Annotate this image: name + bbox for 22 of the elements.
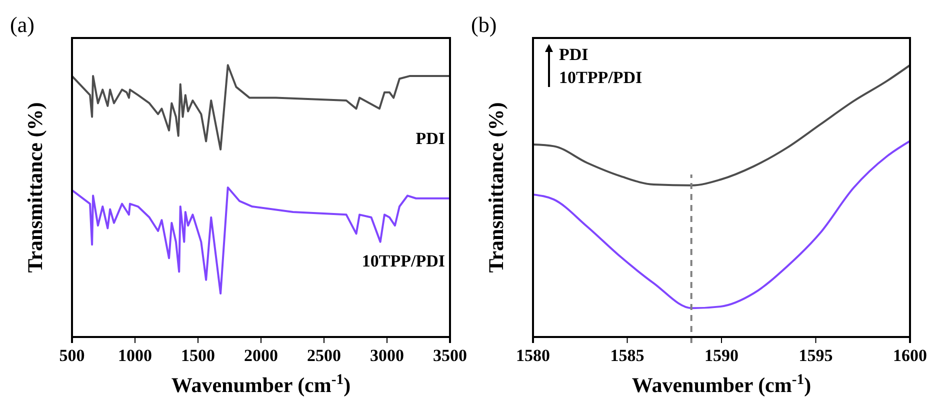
annotation: 10TPP/PDI <box>559 68 642 87</box>
x-tick-label: 3500 <box>433 346 467 366</box>
x-tick-label: 1590 <box>704 346 738 366</box>
series-label: 10TPP/PDI <box>362 251 446 270</box>
x-tick-label: 500 <box>59 346 85 366</box>
x-axis-title: Wavenumber (cm$^{-1}$) <box>632 372 812 397</box>
chart-title: (a) <box>10 12 34 37</box>
x-tick-label: 2000 <box>244 346 278 366</box>
chart-title: (b) <box>471 12 497 37</box>
text: PDI <box>559 45 589 64</box>
text: PDI <box>416 129 446 148</box>
y-axis-title: Transmittance (%) <box>484 102 508 273</box>
x-tick-label: 1000 <box>118 346 152 366</box>
x-tick-label: 2500 <box>307 346 341 366</box>
x-tick-label: 3000 <box>370 346 404 366</box>
y-axis-title: Transmittance (%) <box>23 102 47 273</box>
x-tick-label: 1585 <box>610 346 644 366</box>
x-tick-label: 1500 <box>181 346 215 366</box>
x-tick-label: 1595 <box>798 346 833 366</box>
x-tick-label: 1600 <box>893 346 927 366</box>
x-tick-label: 1580 <box>516 346 550 366</box>
x-axis-title: Wavenumber (cm$^{-1}$) <box>171 372 351 397</box>
